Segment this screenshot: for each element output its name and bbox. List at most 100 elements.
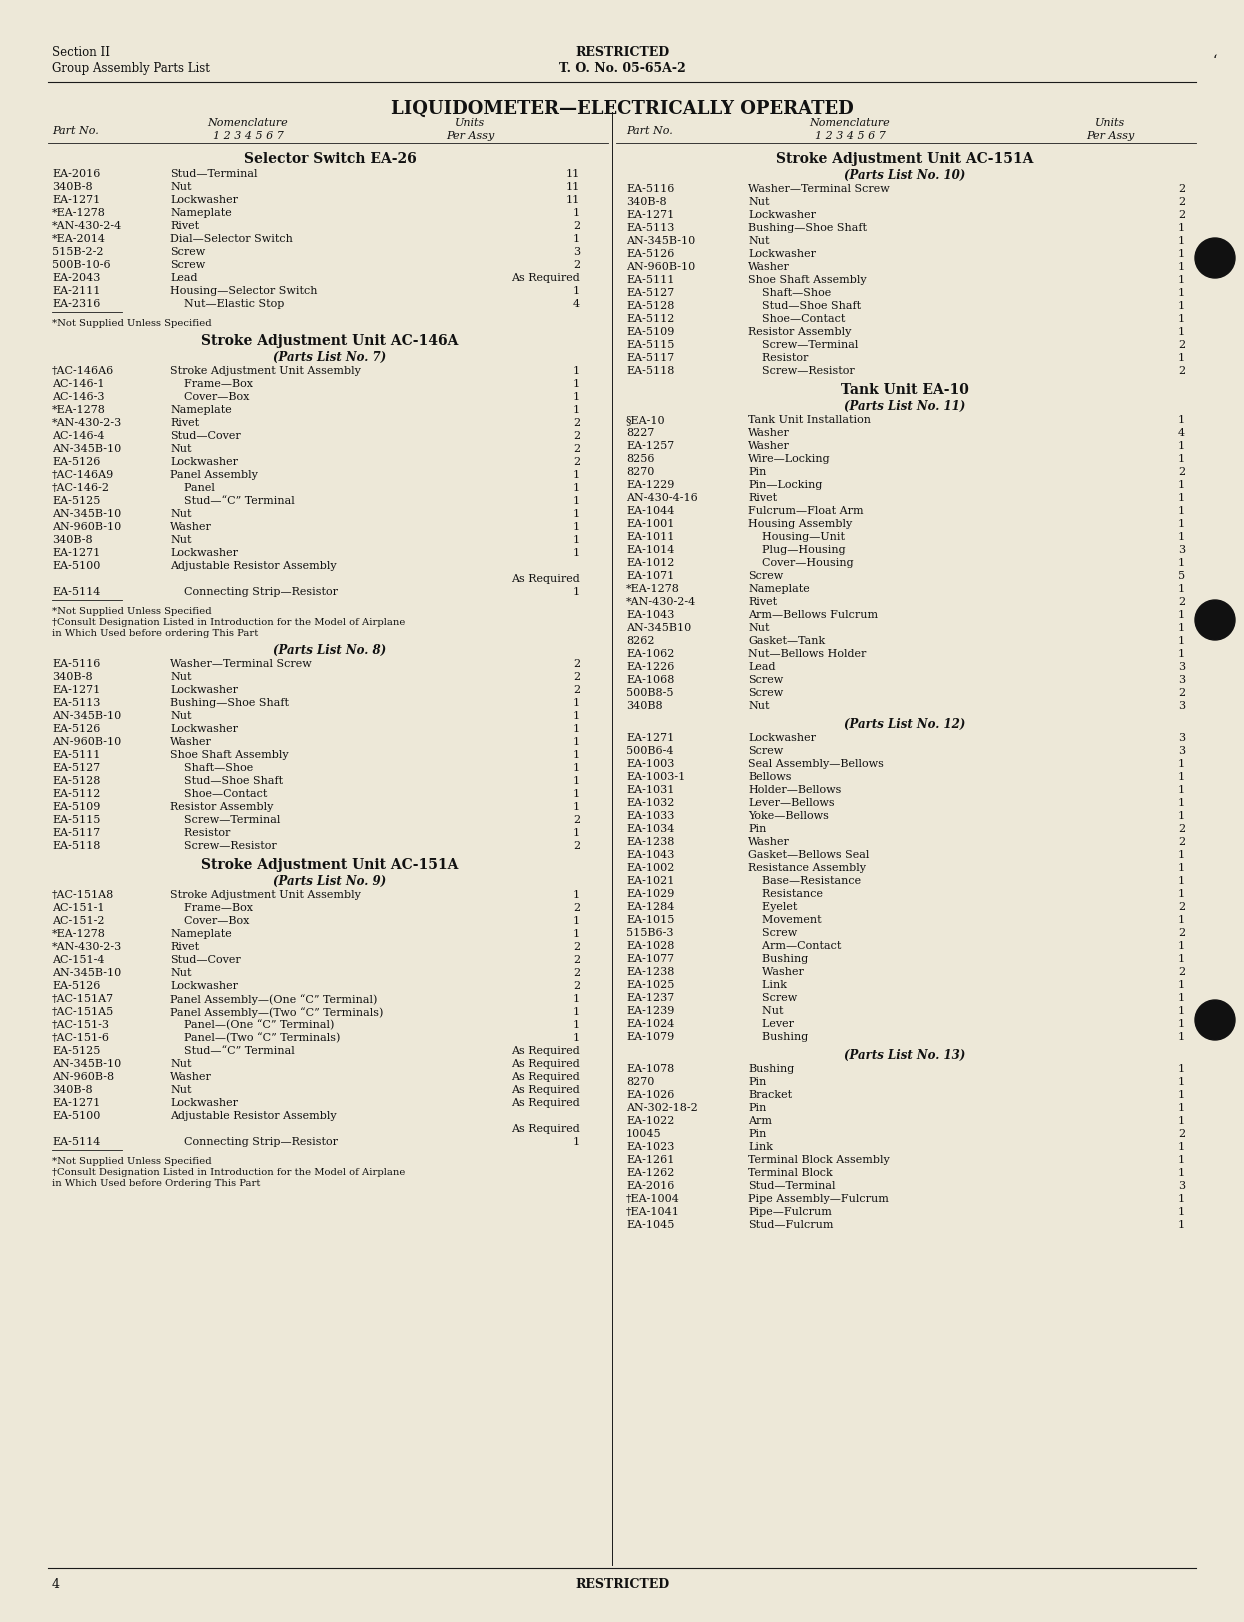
Text: EA-1271: EA-1271 — [52, 548, 101, 558]
Text: †AC-151A5: †AC-151A5 — [52, 1007, 114, 1017]
Text: Resistor: Resistor — [170, 827, 230, 839]
Text: 1: 1 — [1178, 441, 1186, 451]
Text: †AC-151A8: †AC-151A8 — [52, 890, 114, 900]
Text: EA-1034: EA-1034 — [626, 824, 674, 834]
Text: 1: 1 — [1178, 302, 1186, 311]
Text: Lever: Lever — [748, 1019, 794, 1028]
Text: Shoe—Contact: Shoe—Contact — [170, 788, 267, 800]
Text: 2: 2 — [1178, 467, 1186, 477]
Text: 1: 1 — [1178, 532, 1186, 542]
Text: EA-1043: EA-1043 — [626, 850, 674, 860]
Text: 1: 1 — [1178, 785, 1186, 795]
Text: 1: 1 — [573, 890, 580, 900]
Text: Stud—Shoe Shaft: Stud—Shoe Shaft — [748, 302, 861, 311]
Text: Nut: Nut — [748, 235, 770, 247]
Text: Bushing—Shoe Shaft: Bushing—Shoe Shaft — [748, 222, 867, 234]
Text: EA-5117: EA-5117 — [626, 354, 674, 363]
Text: 2: 2 — [573, 418, 580, 428]
Text: 8227: 8227 — [626, 428, 654, 438]
Text: 340B-8: 340B-8 — [52, 535, 92, 545]
Text: 1: 1 — [1178, 584, 1186, 594]
Text: Section II: Section II — [52, 45, 109, 58]
Text: EA-1012: EA-1012 — [626, 558, 674, 568]
Text: 1: 1 — [1178, 1090, 1186, 1100]
Text: †EA-1041: †EA-1041 — [626, 1207, 680, 1216]
Text: EA-5116: EA-5116 — [52, 659, 101, 668]
Text: Washer: Washer — [748, 263, 790, 272]
Text: 1: 1 — [1178, 222, 1186, 234]
Text: EA-1062: EA-1062 — [626, 649, 674, 659]
Text: 1: 1 — [1178, 876, 1186, 886]
Text: Panel Assembly—(One “C” Terminal): Panel Assembly—(One “C” Terminal) — [170, 994, 377, 1004]
Text: Lead: Lead — [748, 662, 775, 672]
Text: 4: 4 — [573, 298, 580, 310]
Text: Base—Resistance: Base—Resistance — [748, 876, 861, 886]
Text: AN-345B-10: AN-345B-10 — [52, 968, 121, 978]
Text: Pin: Pin — [748, 1077, 766, 1087]
Text: 1: 1 — [1178, 850, 1186, 860]
Text: Resistor: Resistor — [748, 354, 809, 363]
Text: As Required: As Required — [511, 1124, 580, 1134]
Text: EA-1025: EA-1025 — [626, 980, 674, 989]
Text: *AN-430-2-4: *AN-430-2-4 — [52, 221, 122, 230]
Text: EA-1029: EA-1029 — [626, 889, 674, 899]
Text: EA-5111: EA-5111 — [52, 749, 101, 761]
Text: Fulcrum—Float Arm: Fulcrum—Float Arm — [748, 506, 863, 516]
Text: 1: 1 — [1178, 315, 1186, 324]
Text: Eyelet: Eyelet — [748, 902, 797, 912]
Text: EA-2316: EA-2316 — [52, 298, 101, 310]
Text: Stroke Adjustment Unit AC-146A: Stroke Adjustment Unit AC-146A — [202, 334, 459, 349]
Text: Dial—Selector Switch: Dial—Selector Switch — [170, 234, 292, 243]
Text: *AN-430-2-3: *AN-430-2-3 — [52, 418, 122, 428]
Text: Part No.: Part No. — [52, 127, 98, 136]
Text: Resistance Assembly: Resistance Assembly — [748, 863, 866, 873]
Text: Nameplate: Nameplate — [748, 584, 810, 594]
Text: Screw—Terminal: Screw—Terminal — [748, 341, 858, 350]
Text: Stroke Adjustment Unit Assembly: Stroke Adjustment Unit Assembly — [170, 890, 361, 900]
Text: EA-5126: EA-5126 — [52, 723, 101, 735]
Text: 1: 1 — [1178, 1103, 1186, 1113]
Text: Washer: Washer — [170, 1072, 211, 1082]
Text: Pin: Pin — [748, 1129, 766, 1139]
Text: EA-2043: EA-2043 — [52, 272, 101, 282]
Text: EA-5112: EA-5112 — [52, 788, 101, 800]
Text: *Not Supplied Unless Specified: *Not Supplied Unless Specified — [52, 320, 211, 328]
Text: Bushing: Bushing — [748, 1064, 794, 1074]
Text: 1: 1 — [573, 535, 580, 545]
Text: Nut: Nut — [170, 509, 192, 519]
Text: 11: 11 — [566, 182, 580, 191]
Text: †AC-151-6: †AC-151-6 — [52, 1033, 109, 1043]
Text: 1: 1 — [573, 380, 580, 389]
Text: 1: 1 — [573, 1137, 580, 1147]
Text: EA-1271: EA-1271 — [626, 733, 674, 743]
Text: EA-1033: EA-1033 — [626, 811, 674, 821]
Text: (Parts List No. 11): (Parts List No. 11) — [845, 401, 965, 414]
Text: *EA-1278: *EA-1278 — [52, 208, 106, 217]
Text: 1 2 3 4 5 6 7: 1 2 3 4 5 6 7 — [815, 131, 886, 141]
Text: Yoke—Bellows: Yoke—Bellows — [748, 811, 829, 821]
Text: Nut: Nut — [170, 444, 192, 454]
Text: 4: 4 — [52, 1578, 60, 1591]
Text: 8256: 8256 — [626, 454, 654, 464]
Text: EA-1026: EA-1026 — [626, 1090, 674, 1100]
Text: Rivet: Rivet — [748, 493, 778, 503]
Text: RESTRICTED: RESTRICTED — [575, 1578, 669, 1591]
Text: 515B-2-2: 515B-2-2 — [52, 247, 103, 256]
Text: EA-1262: EA-1262 — [626, 1168, 674, 1178]
Text: 340B-8: 340B-8 — [52, 1085, 92, 1095]
Text: Stud—Cover: Stud—Cover — [170, 955, 241, 965]
Text: 1: 1 — [1178, 649, 1186, 659]
Text: Link: Link — [748, 1142, 773, 1152]
Text: (Parts List No. 9): (Parts List No. 9) — [274, 874, 387, 887]
Text: 1: 1 — [573, 775, 580, 787]
Text: EA-1001: EA-1001 — [626, 519, 674, 529]
Text: EA-1261: EA-1261 — [626, 1155, 674, 1165]
Text: Panel—(Two “C” Terminals): Panel—(Two “C” Terminals) — [170, 1033, 341, 1043]
Text: 2: 2 — [1178, 967, 1186, 976]
Text: Connecting Strip—Resistor: Connecting Strip—Resistor — [170, 1137, 338, 1147]
Text: 8270: 8270 — [626, 467, 654, 477]
Text: EA-5100: EA-5100 — [52, 1111, 101, 1121]
Text: Stud—Shoe Shaft: Stud—Shoe Shaft — [170, 775, 284, 787]
Text: Panel—(One “C” Terminal): Panel—(One “C” Terminal) — [170, 1020, 335, 1030]
Text: AN-345B10: AN-345B10 — [626, 623, 692, 633]
